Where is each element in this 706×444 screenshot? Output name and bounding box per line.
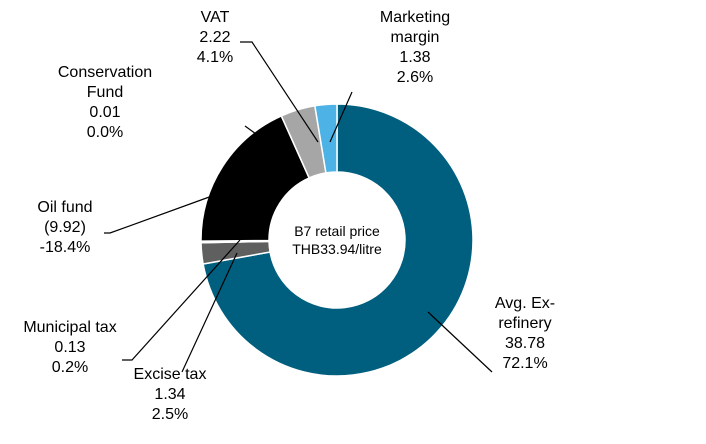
percent-label: 2.5% (151, 406, 189, 423)
category-label: Excise tax (133, 366, 207, 383)
center-label-line: B7 retail price (294, 223, 380, 239)
leader-line (427, 311, 493, 373)
slice-label: Excise tax 1.34 2.5% (115, 365, 225, 425)
value-label: (9.92) (44, 219, 86, 236)
category-label: Conservation Fund (57, 64, 153, 101)
value-label: 2.22 (199, 29, 231, 46)
value-label: 38.78 (504, 335, 546, 352)
percent-label: 72.1% (502, 355, 548, 372)
percent-label: -18.4% (39, 239, 91, 256)
percent-label: 2.6% (396, 69, 434, 86)
value-label: 1.34 (154, 386, 186, 403)
value-label: 0.13 (54, 339, 86, 356)
center-label: B7 retail price THB33.94/litre (262, 222, 412, 258)
donut-slice (313, 103, 338, 174)
value-label: 1.38 (399, 49, 431, 66)
slice-label: Municipal tax 0.13 0.2% (20, 318, 120, 378)
category-label: Avg. Ex-refinery (494, 295, 556, 332)
slice-label: Avg. Ex-refinery 38.78 72.1% (470, 294, 580, 374)
leader-line (181, 252, 238, 373)
slice-label: Conservation Fund 0.01 0.0% (40, 63, 170, 143)
slice-label: VAT 2.22 4.1% (170, 8, 260, 68)
percent-label: 0.2% (51, 359, 89, 376)
slice-label: Marketing margin 1.38 2.6% (365, 8, 465, 88)
leader-line (240, 41, 319, 143)
percent-label: 0.0% (86, 124, 124, 141)
leader-line (104, 195, 213, 234)
category-label: Municipal tax (23, 319, 117, 336)
category-label: Oil fund (37, 199, 93, 216)
leader-line (122, 239, 241, 361)
category-label: VAT (200, 9, 230, 26)
leader-line (244, 125, 293, 161)
value-label: 0.01 (89, 104, 121, 121)
category-label: Marketing margin (379, 9, 451, 46)
percent-label: 4.1% (196, 49, 234, 66)
center-label-line: THB33.94/litre (292, 241, 382, 257)
donut-slice (202, 103, 474, 377)
slice-label: Oil fund (9.92) -18.4% (20, 198, 110, 258)
leader-line (329, 91, 353, 143)
